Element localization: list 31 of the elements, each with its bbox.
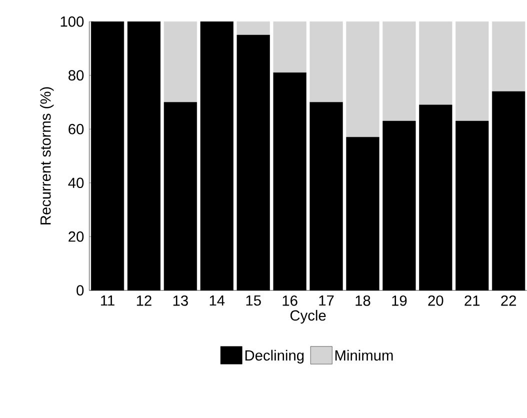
bar [456, 21, 489, 122]
bar [346, 21, 380, 138]
x-tick-label: 20 [428, 296, 444, 306]
y-tick-label: 60 [68, 124, 84, 134]
y-tick-label: 0 [76, 285, 84, 296]
y-tick-label: 100 [60, 16, 84, 27]
bar [164, 21, 197, 102]
x-tick-label: 15 [246, 296, 261, 306]
x-tick-label: 17 [319, 296, 334, 306]
bar [419, 21, 452, 106]
x-tick-label: 19 [392, 296, 407, 306]
y-tick-label: 20 [68, 231, 84, 242]
bar [492, 21, 526, 92]
x-tick-label: 11 [101, 296, 114, 306]
x-tick-label: 21 [464, 296, 480, 306]
bar [273, 21, 306, 73]
y-tick-label: 80 [68, 70, 84, 81]
x-axis-title: Cycle [290, 310, 326, 324]
x-tick-label: 14 [210, 296, 225, 306]
x-tick-label: 12 [136, 296, 152, 306]
legend-label: Declining [245, 350, 304, 364]
x-tick-label: 16 [282, 296, 298, 306]
y-axis-title: Recurrent storms (%) [40, 87, 54, 224]
x-tick-label: 22 [501, 296, 516, 306]
x-tick-label: 13 [173, 296, 188, 306]
bar [382, 21, 416, 122]
y-tick-label: 40 [68, 178, 84, 188]
bar [310, 21, 343, 102]
legend-label: Minimum [335, 350, 393, 361]
bar [236, 21, 270, 36]
x-tick-label: 18 [356, 296, 370, 306]
